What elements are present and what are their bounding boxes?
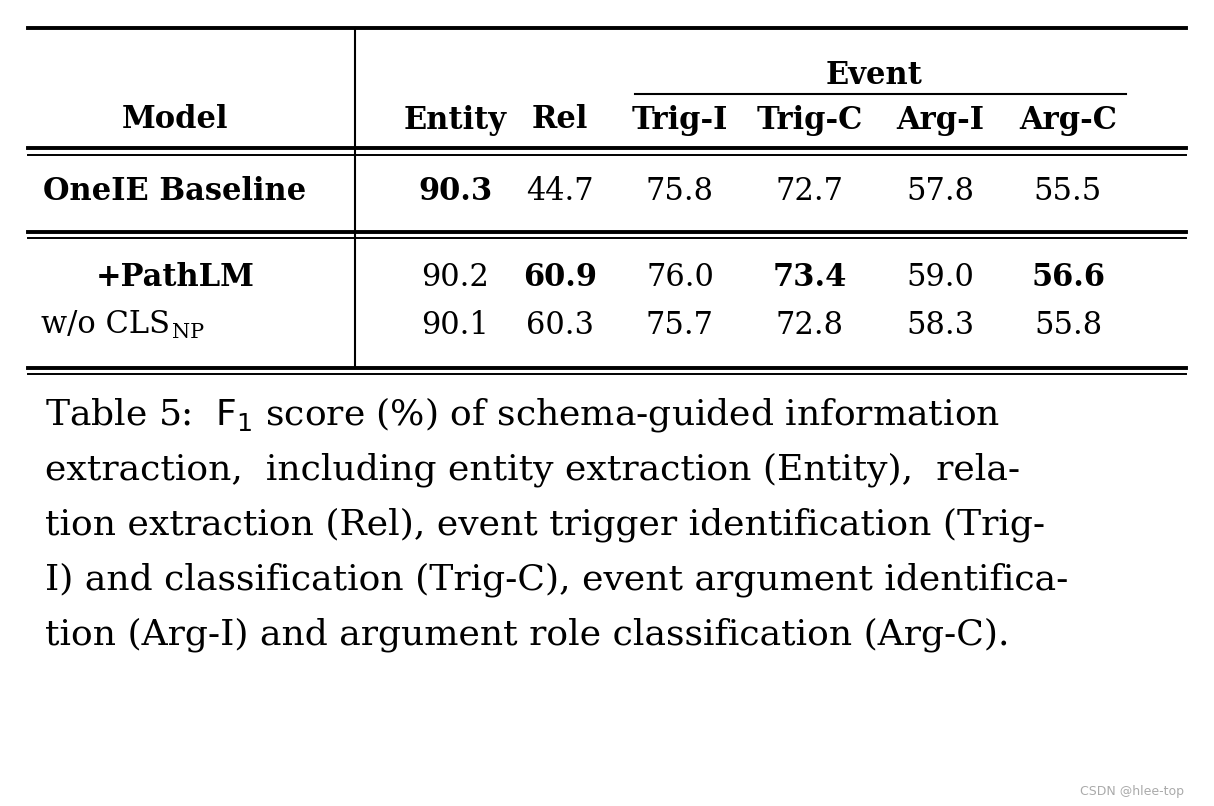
Text: 72.8: 72.8 (776, 310, 844, 340)
Text: Entity: Entity (403, 105, 506, 135)
Text: Arg-C: Arg-C (1019, 105, 1117, 135)
Text: extraction,  including entity extraction (Entity),  rela-: extraction, including entity extraction … (45, 453, 1020, 488)
Text: 44.7: 44.7 (526, 177, 594, 207)
Text: Rel: Rel (532, 105, 589, 135)
Text: 59.0: 59.0 (906, 263, 974, 293)
Text: Table 5:  $\mathrm{F}_1$ score (%) of schema-guided information: Table 5: $\mathrm{F}_1$ score (%) of sch… (45, 396, 1000, 434)
Text: I) and classification (Trig-C), event argument identifica-: I) and classification (Trig-C), event ar… (45, 563, 1068, 597)
Text: 90.3: 90.3 (418, 177, 492, 207)
Text: 58.3: 58.3 (906, 310, 974, 340)
Text: w/o CLS: w/o CLS (41, 310, 170, 340)
Text: 57.8: 57.8 (906, 177, 974, 207)
Text: 73.4: 73.4 (773, 263, 847, 293)
Text: Trig-C: Trig-C (756, 105, 863, 135)
Text: 72.7: 72.7 (776, 177, 844, 207)
Text: 60.3: 60.3 (526, 310, 594, 340)
Text: 55.8: 55.8 (1034, 310, 1102, 340)
Text: NP: NP (172, 323, 204, 343)
Text: +PathLM: +PathLM (96, 263, 255, 293)
Text: tion extraction (Rel), event trigger identification (Trig-: tion extraction (Rel), event trigger ide… (45, 508, 1045, 542)
Text: Trig-I: Trig-I (631, 105, 728, 135)
Text: 75.8: 75.8 (646, 177, 714, 207)
Text: CSDN @hlee-top: CSDN @hlee-top (1080, 786, 1184, 799)
Text: Event: Event (826, 60, 923, 90)
Text: 90.2: 90.2 (421, 263, 489, 293)
Text: Model: Model (121, 105, 228, 135)
Text: 90.1: 90.1 (421, 310, 489, 340)
Text: 55.5: 55.5 (1034, 177, 1102, 207)
Text: 76.0: 76.0 (646, 263, 714, 293)
Text: 75.7: 75.7 (646, 310, 714, 340)
Text: 56.6: 56.6 (1031, 263, 1105, 293)
Text: tion (Arg-I) and argument role classification (Arg-C).: tion (Arg-I) and argument role classific… (45, 617, 1010, 652)
Text: 60.9: 60.9 (523, 263, 597, 293)
Text: OneIE Baseline: OneIE Baseline (44, 177, 307, 207)
Text: Arg-I: Arg-I (896, 105, 985, 135)
